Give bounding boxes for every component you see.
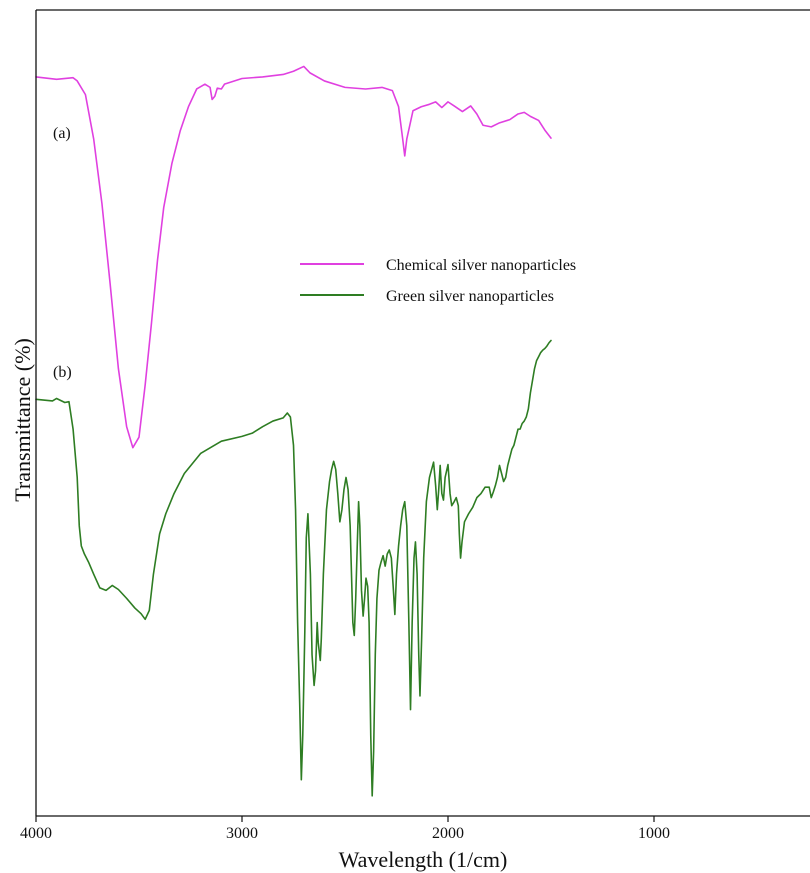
legend-label-chemical: Chemical silver nanoparticles: [386, 257, 576, 274]
axes: 4000 3000 2000 1000 Wavelength (1/cm) Trans…: [10, 9, 810, 872]
plot-area: [35, 65, 552, 797]
panel-labels: (a) (b): [53, 125, 72, 381]
panel-label-b: (b): [53, 364, 72, 381]
x-axis-title: Wavelength (1/cm): [339, 847, 508, 872]
x-tick-label: 3000: [226, 825, 258, 842]
series-line-chemical: [35, 65, 552, 449]
y-axis-title: Transmittance (%): [10, 338, 35, 502]
legend-label-green: Green silver nanoparticles: [386, 288, 554, 305]
series-line-green: [35, 339, 552, 797]
panel-label-a: (a): [53, 125, 71, 142]
x-ticks: 4000 3000 2000 1000: [20, 816, 670, 842]
x-tick-label: 2000: [432, 825, 464, 842]
x-tick-label: 4000: [20, 825, 52, 842]
x-tick-label: 1000: [638, 825, 670, 842]
legend: Chemical silver nanoparticles Green silv…: [300, 257, 576, 305]
